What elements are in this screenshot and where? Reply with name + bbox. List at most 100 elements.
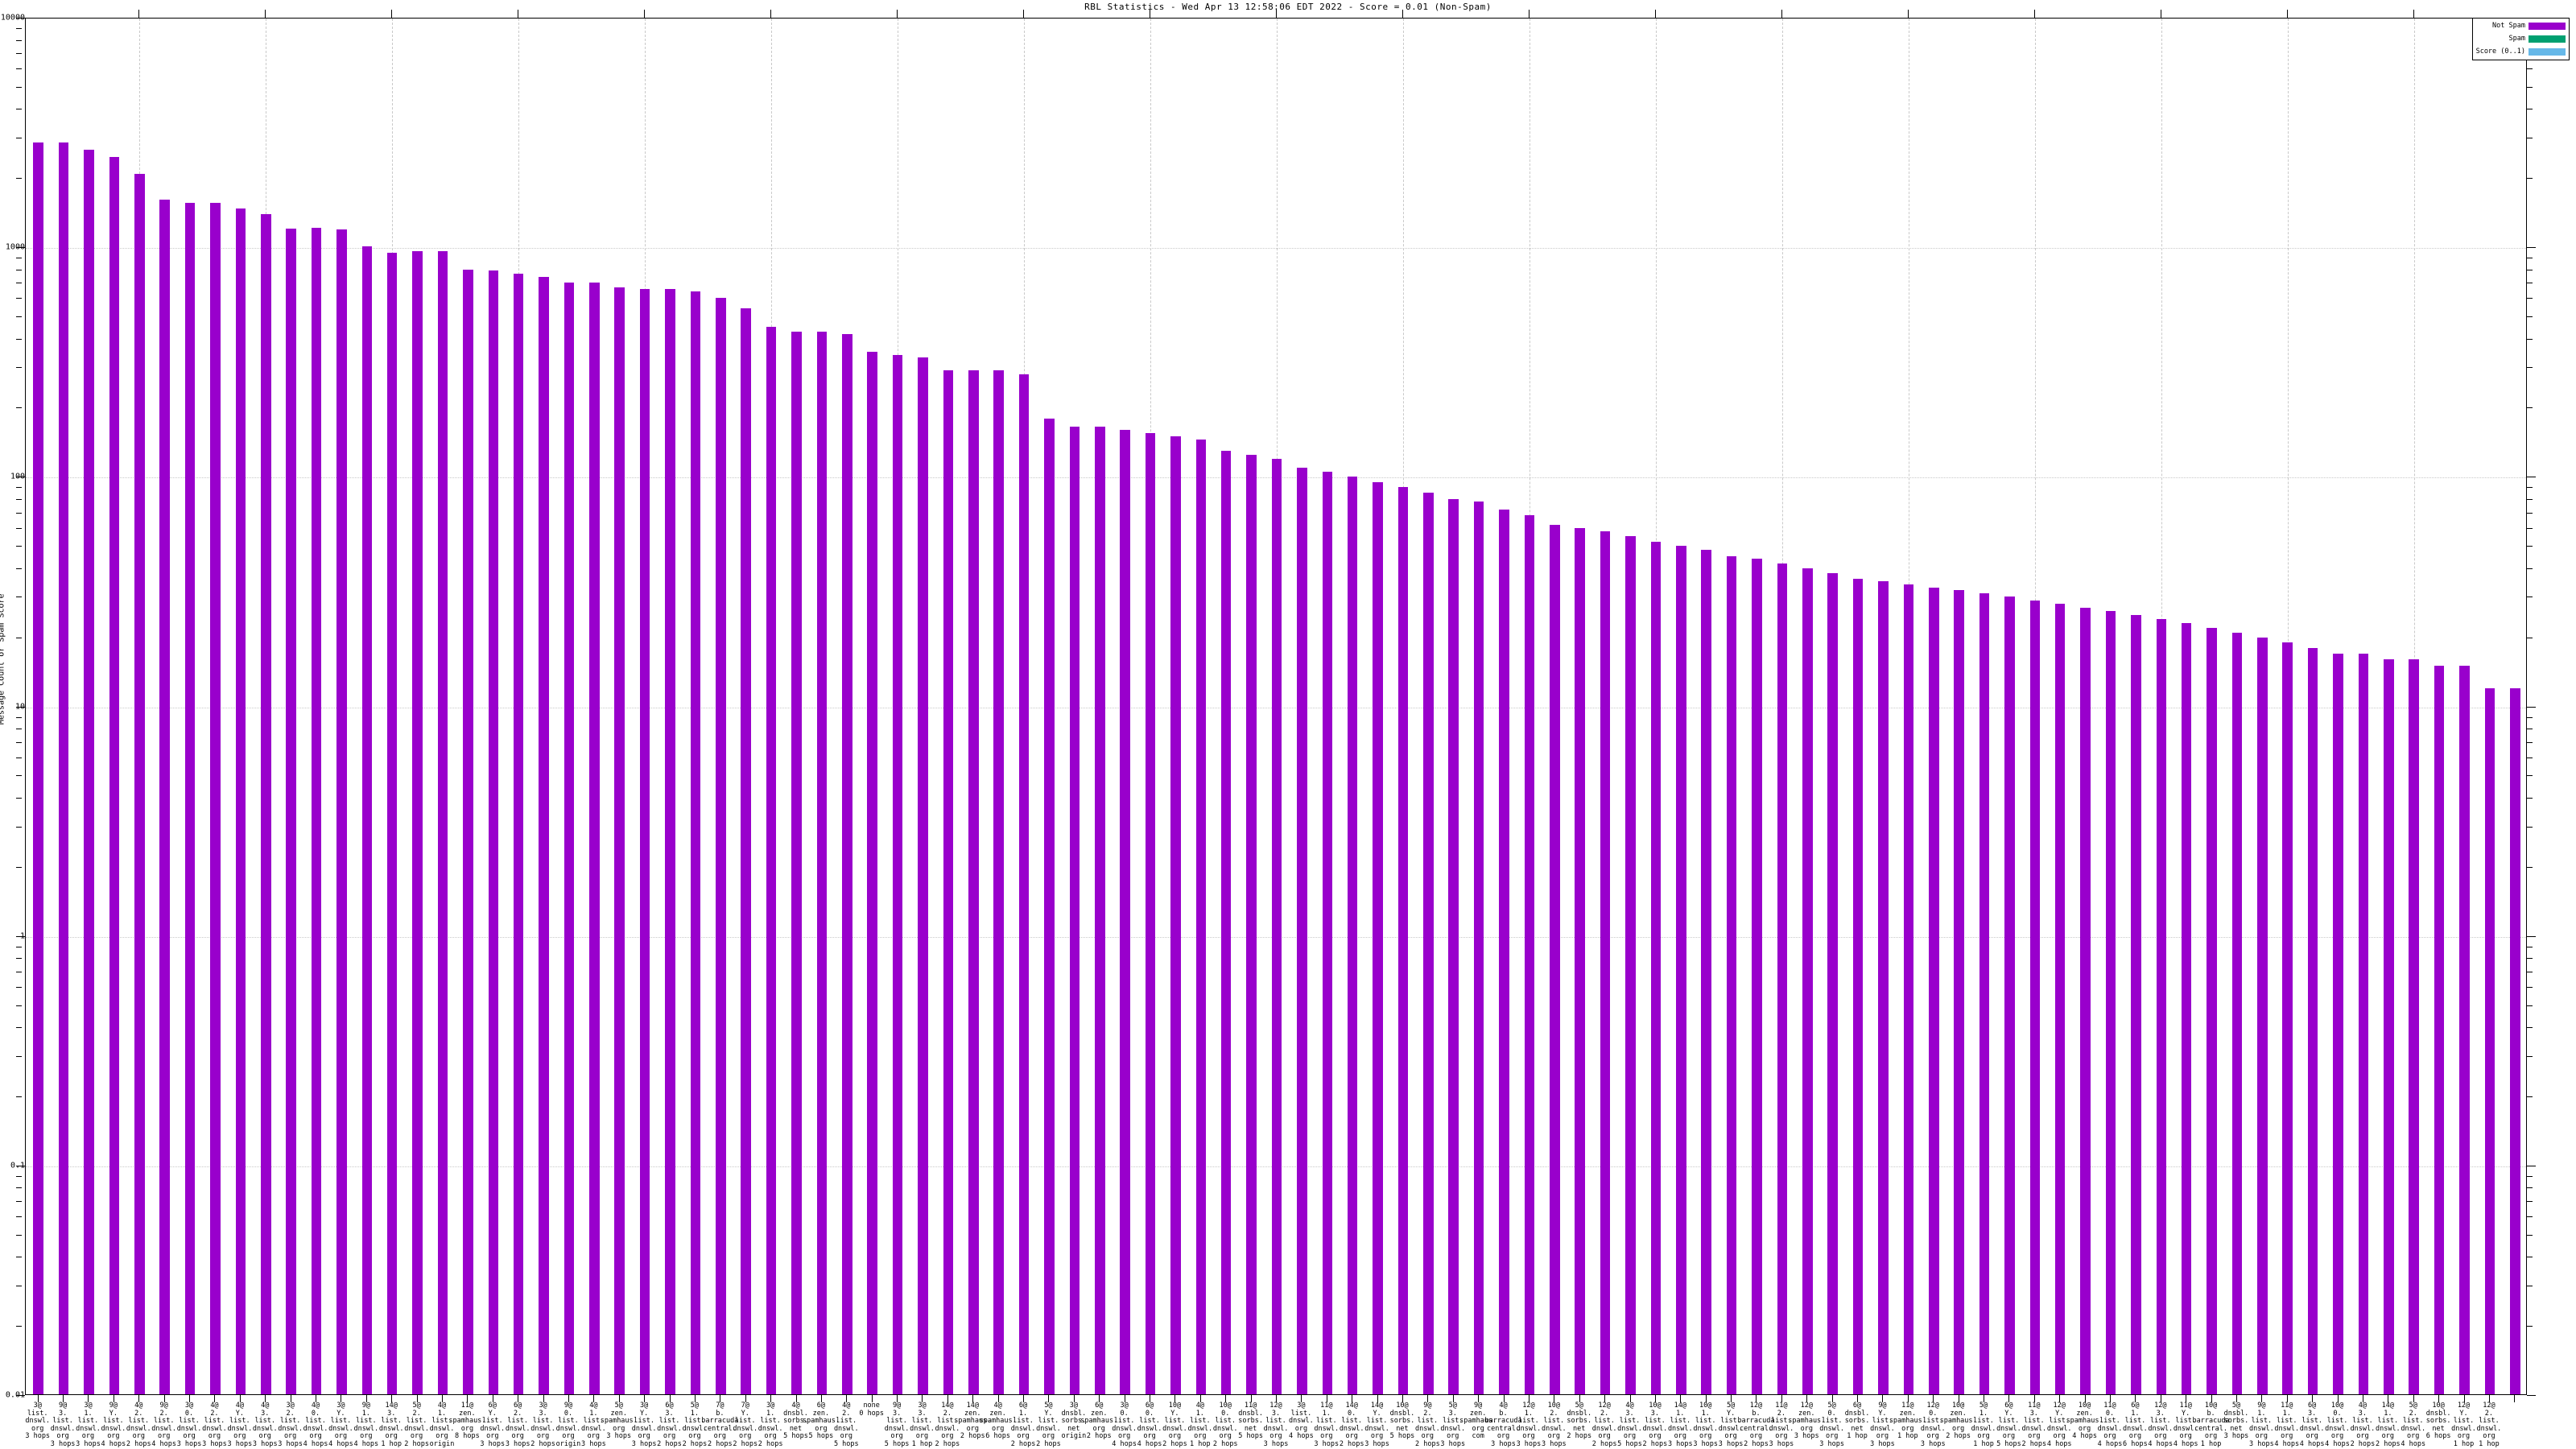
bar[interactable] xyxy=(1954,590,1964,1394)
bar[interactable] xyxy=(1373,481,1383,1394)
bar[interactable] xyxy=(58,142,69,1394)
bar[interactable] xyxy=(336,229,347,1394)
legend-item-not-spam[interactable]: Not Spam xyxy=(2476,21,2566,31)
bar[interactable] xyxy=(1878,581,1889,1394)
bar[interactable] xyxy=(766,327,777,1394)
bar[interactable] xyxy=(2131,615,2141,1394)
bar[interactable] xyxy=(2156,619,2167,1394)
bar[interactable] xyxy=(1347,477,1358,1394)
bar[interactable] xyxy=(488,270,499,1394)
bar[interactable] xyxy=(816,331,828,1394)
bar[interactable] xyxy=(918,357,928,1394)
bar[interactable] xyxy=(463,269,473,1394)
bar[interactable] xyxy=(2029,600,2041,1394)
bar[interactable] xyxy=(1322,472,1333,1394)
bar[interactable] xyxy=(2333,653,2343,1394)
bar[interactable] xyxy=(1018,374,1030,1394)
bar[interactable] xyxy=(2409,659,2419,1394)
bar[interactable] xyxy=(2282,642,2293,1394)
bar[interactable] xyxy=(1650,542,1662,1394)
bar[interactable] xyxy=(1069,427,1080,1394)
bar[interactable] xyxy=(1802,568,1813,1394)
bar[interactable] xyxy=(1777,563,1788,1394)
legend-item-score[interactable]: Score (0..1) xyxy=(2476,47,2566,56)
bar[interactable] xyxy=(412,251,423,1394)
bar[interactable] xyxy=(716,298,726,1394)
bar[interactable] xyxy=(1145,433,1156,1394)
bar[interactable] xyxy=(2231,632,2243,1394)
bar[interactable] xyxy=(84,150,94,1394)
bar[interactable] xyxy=(210,203,221,1394)
bar[interactable] xyxy=(1752,559,1762,1394)
bar[interactable] xyxy=(665,288,675,1394)
bar[interactable] xyxy=(1827,573,1838,1394)
bar[interactable] xyxy=(1625,536,1636,1394)
bar[interactable] xyxy=(2105,611,2116,1394)
bar[interactable] xyxy=(639,288,650,1394)
bar[interactable] xyxy=(1297,467,1307,1394)
legend-item-spam[interactable]: Spam xyxy=(2476,34,2566,43)
bar[interactable] xyxy=(791,331,802,1394)
bar[interactable] xyxy=(235,208,246,1394)
bar[interactable] xyxy=(1423,493,1434,1394)
bar[interactable] xyxy=(1726,556,1737,1394)
bar[interactable] xyxy=(564,283,575,1394)
bar[interactable] xyxy=(361,246,373,1394)
bar[interactable] xyxy=(2384,659,2394,1394)
bar[interactable] xyxy=(1195,440,1207,1394)
bar[interactable] xyxy=(184,203,196,1394)
bar[interactable] xyxy=(437,251,448,1394)
bar[interactable] xyxy=(943,370,954,1394)
bar[interactable] xyxy=(614,287,625,1394)
bar[interactable] xyxy=(311,227,322,1394)
bar[interactable] xyxy=(286,228,296,1394)
bar[interactable] xyxy=(1701,550,1711,1394)
bar[interactable] xyxy=(539,277,549,1394)
bar[interactable] xyxy=(2484,687,2496,1394)
bar[interactable] xyxy=(2257,637,2268,1394)
bar[interactable] xyxy=(2207,627,2217,1394)
bar[interactable] xyxy=(1120,430,1130,1394)
bar[interactable] xyxy=(2307,647,2318,1394)
bar[interactable] xyxy=(2459,666,2470,1394)
bar[interactable] xyxy=(690,291,701,1394)
bar[interactable] xyxy=(741,308,751,1394)
bar[interactable] xyxy=(1524,515,1535,1394)
bar[interactable] xyxy=(1676,546,1686,1394)
bar[interactable] xyxy=(993,370,1004,1394)
bar[interactable] xyxy=(1170,436,1181,1394)
bar[interactable] xyxy=(1928,587,1939,1394)
bar[interactable] xyxy=(1044,418,1055,1394)
bar[interactable] xyxy=(513,273,524,1394)
bar[interactable] xyxy=(2080,607,2091,1394)
bar[interactable] xyxy=(892,354,903,1394)
bar[interactable] xyxy=(2004,597,2015,1394)
bar[interactable] xyxy=(1094,427,1105,1394)
bar[interactable] xyxy=(842,333,852,1394)
bar[interactable] xyxy=(260,214,271,1394)
bar[interactable] xyxy=(386,252,398,1394)
bar[interactable] xyxy=(1550,524,1560,1394)
bar[interactable] xyxy=(2510,687,2520,1394)
bar[interactable] xyxy=(1220,450,1232,1394)
bar[interactable] xyxy=(109,156,120,1394)
bar[interactable] xyxy=(1979,593,1990,1394)
bar[interactable] xyxy=(2434,666,2445,1394)
bar[interactable] xyxy=(968,370,979,1394)
bar[interactable] xyxy=(1852,578,1864,1394)
bar[interactable] xyxy=(1473,502,1484,1394)
bar[interactable] xyxy=(1397,487,1409,1394)
bar[interactable] xyxy=(1448,498,1459,1394)
bar[interactable] xyxy=(1499,510,1509,1394)
bar[interactable] xyxy=(159,200,170,1394)
bar[interactable] xyxy=(134,174,145,1394)
bar[interactable] xyxy=(33,142,43,1394)
bar[interactable] xyxy=(1600,530,1611,1394)
bar[interactable] xyxy=(589,283,600,1394)
bar[interactable] xyxy=(1903,584,1914,1394)
bar[interactable] xyxy=(2358,653,2369,1394)
bar[interactable] xyxy=(1271,458,1282,1394)
bar[interactable] xyxy=(2181,623,2192,1394)
bar[interactable] xyxy=(2054,604,2066,1394)
bar[interactable] xyxy=(1246,454,1257,1394)
